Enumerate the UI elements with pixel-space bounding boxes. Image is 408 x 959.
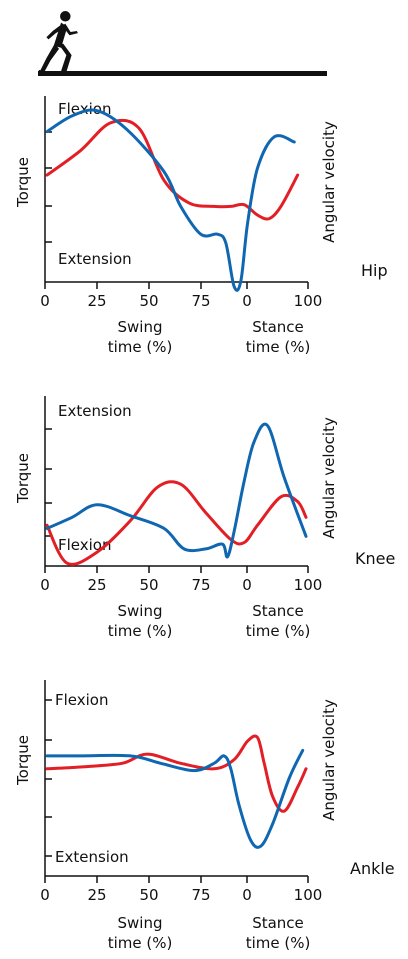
hip-bottom-label: Extension	[58, 250, 132, 268]
ankle-joint-label: Ankle	[350, 859, 395, 878]
hip-x-tick-labels: 0 25 50 75 0 100	[40, 292, 322, 310]
tick-label: 50	[139, 576, 158, 594]
hip-swing-label: Swing	[118, 318, 163, 336]
tick-label: 0	[242, 886, 252, 904]
hip-red-series	[45, 118, 300, 221]
tick-label: 0	[40, 576, 50, 594]
tick-label: 100	[294, 292, 323, 310]
tick-label: 0	[242, 576, 252, 594]
tick-label: 75	[191, 886, 210, 904]
knee-ylabel-right: Angular velocity	[320, 417, 338, 539]
ground-line	[38, 71, 327, 76]
knee-swing-label: Swing	[118, 602, 163, 620]
hip-ylabel-right: Angular velocity	[320, 121, 338, 243]
knee-swing-unit: time (%)	[108, 622, 173, 640]
hip-stance-unit: time (%)	[246, 338, 311, 356]
tick-label: 25	[87, 576, 106, 594]
tick-label: 50	[139, 292, 158, 310]
ankle-panel: Torque Flexion Extension 0 25 50 75 0 10…	[14, 680, 395, 952]
knee-stance-label: Stance	[252, 602, 304, 620]
knee-y-ticks	[45, 428, 52, 537]
ankle-x-ticks	[44, 876, 309, 883]
running-person-icon	[38, 11, 78, 76]
tick-label: 50	[139, 886, 158, 904]
knee-red-series	[45, 480, 308, 566]
ankle-swing-label: Swing	[118, 914, 163, 932]
tick-label: 75	[191, 292, 210, 310]
tick-label: 100	[294, 576, 323, 594]
hip-stance-label: Stance	[252, 318, 304, 336]
knee-top-label: Extension	[58, 402, 132, 420]
ankle-red-series	[45, 734, 308, 813]
ankle-bottom-label: Extension	[55, 848, 129, 866]
knee-stance-unit: time (%)	[246, 622, 311, 640]
ankle-stance-unit: time (%)	[246, 934, 311, 952]
ankle-ylabel-right: Angular velocity	[320, 699, 338, 821]
tick-label: 25	[87, 292, 106, 310]
hip-y-ticks	[45, 131, 52, 243]
knee-joint-label: Knee	[355, 549, 395, 568]
knee-panel: Torque Extension Flexion 0 25 50 75 0 10…	[14, 396, 395, 640]
ankle-stance-label: Stance	[252, 914, 304, 932]
tick-label: 75	[191, 576, 210, 594]
tick-label: 25	[87, 886, 106, 904]
hip-panel: Torque Flexion Extension 0 25 50 75 0 10…	[14, 96, 388, 356]
knee-bottom-label: Flexion	[58, 536, 112, 554]
hip-ylabel: Torque	[14, 157, 32, 208]
tick-label: 100	[294, 886, 323, 904]
ankle-ylabel: Torque	[14, 735, 32, 786]
tick-label: 0	[242, 292, 252, 310]
hip-blue-series	[45, 108, 296, 292]
knee-x-tick-labels: 0 25 50 75 0 100	[40, 576, 322, 594]
ankle-x-tick-labels: 0 25 50 75 0 100	[40, 886, 322, 904]
tick-label: 0	[40, 886, 50, 904]
hip-x-ticks	[44, 282, 309, 289]
ankle-y-ticks	[45, 699, 52, 857]
ankle-blue-series	[45, 748, 305, 849]
tick-label: 0	[40, 292, 50, 310]
hip-swing-unit: time (%)	[108, 338, 173, 356]
ankle-top-label: Flexion	[55, 691, 109, 709]
knee-x-ticks	[44, 566, 309, 573]
hip-joint-label: Hip	[361, 261, 388, 280]
knee-ylabel: Torque	[14, 453, 32, 504]
hip-top-label: Flexion	[58, 100, 112, 118]
knee-blue-series	[45, 422, 308, 559]
ankle-swing-unit: time (%)	[108, 934, 173, 952]
